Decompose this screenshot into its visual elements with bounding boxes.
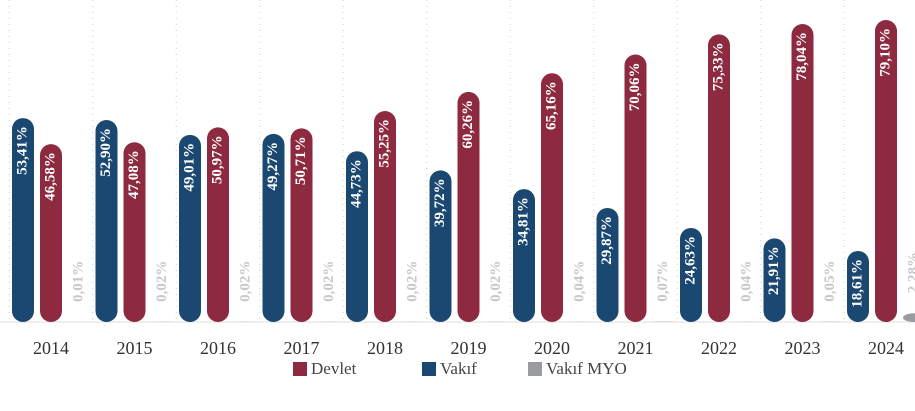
x-tick-label: 2018 <box>367 338 403 358</box>
bar <box>95 120 118 323</box>
value-label: 0,01% <box>70 261 86 302</box>
value-label: 34,81% <box>515 197 531 246</box>
value-label: 21,91% <box>766 246 782 295</box>
value-label: 53,41% <box>14 126 30 175</box>
value-label: 46,58% <box>42 152 58 201</box>
bar <box>875 20 897 322</box>
bar <box>763 238 786 322</box>
value-label: 52,90% <box>98 128 114 177</box>
bar <box>123 142 146 322</box>
value-label: 70,06% <box>627 63 643 112</box>
value-label: 2,28% <box>905 252 915 293</box>
bar <box>290 128 313 322</box>
bar <box>457 91 480 323</box>
bar <box>12 118 34 322</box>
value-label: 49,27% <box>265 142 281 191</box>
value-label: 39,72% <box>432 178 448 227</box>
value-label: 0,04% <box>738 261 754 302</box>
legend-swatch <box>528 362 542 376</box>
bar <box>708 34 730 323</box>
x-tick-label: 2015 <box>117 338 153 358</box>
value-label: 0,04% <box>571 261 587 302</box>
bar <box>207 127 229 322</box>
x-tick-label: 2014 <box>33 338 69 358</box>
value-label: 60,26% <box>460 100 476 149</box>
value-label: 0,05% <box>822 261 838 302</box>
value-label: 18,61% <box>849 259 865 308</box>
legend-label: Devlet <box>311 359 357 378</box>
x-tick-label: 2021 <box>618 338 654 358</box>
bar <box>903 313 915 322</box>
bar <box>847 250 869 322</box>
value-label: 55,25% <box>376 119 392 168</box>
value-label: 65,16% <box>543 81 559 130</box>
value-label: 79,10% <box>877 28 893 77</box>
value-label: 44,73% <box>348 159 364 208</box>
bar <box>429 170 452 322</box>
legend-label: Vakıf MYO <box>546 359 627 378</box>
bar <box>541 73 563 322</box>
bar <box>262 133 285 322</box>
value-label: 0,02% <box>154 261 170 302</box>
value-label: 0,02% <box>404 261 420 302</box>
bar <box>40 144 62 322</box>
value-label: 0,02% <box>237 261 253 302</box>
x-tick-label: 2024 <box>868 338 904 358</box>
x-tick-label: 2022 <box>701 338 737 358</box>
value-label: 49,01% <box>181 143 197 192</box>
x-tick-label: 2016 <box>200 338 236 358</box>
legend-swatch <box>422 362 436 376</box>
bar <box>346 151 368 322</box>
bar <box>596 207 619 322</box>
value-label: 24,63% <box>682 236 698 285</box>
value-label: 29,87% <box>599 216 615 265</box>
value-label: 0,02% <box>488 261 504 302</box>
x-tick-label: 2023 <box>785 338 821 358</box>
bar <box>791 24 814 323</box>
value-label: 75,33% <box>710 42 726 91</box>
value-label: 47,08% <box>126 150 142 199</box>
value-label: 78,04% <box>794 32 810 81</box>
x-tick-label: 2020 <box>534 338 570 358</box>
value-label: 50,71% <box>293 136 309 185</box>
bar <box>179 134 201 322</box>
value-label: 50,97% <box>209 135 225 184</box>
legend-label: Vakıf <box>440 359 477 378</box>
bar <box>680 227 702 322</box>
bar <box>624 54 647 323</box>
legend-swatch <box>293 362 307 376</box>
bar <box>513 189 535 322</box>
value-label: 0,07% <box>655 260 671 301</box>
x-tick-label: 2017 <box>284 338 320 358</box>
x-tick-label: 2019 <box>451 338 487 358</box>
value-label: 0,02% <box>321 261 337 302</box>
bar <box>374 111 396 322</box>
